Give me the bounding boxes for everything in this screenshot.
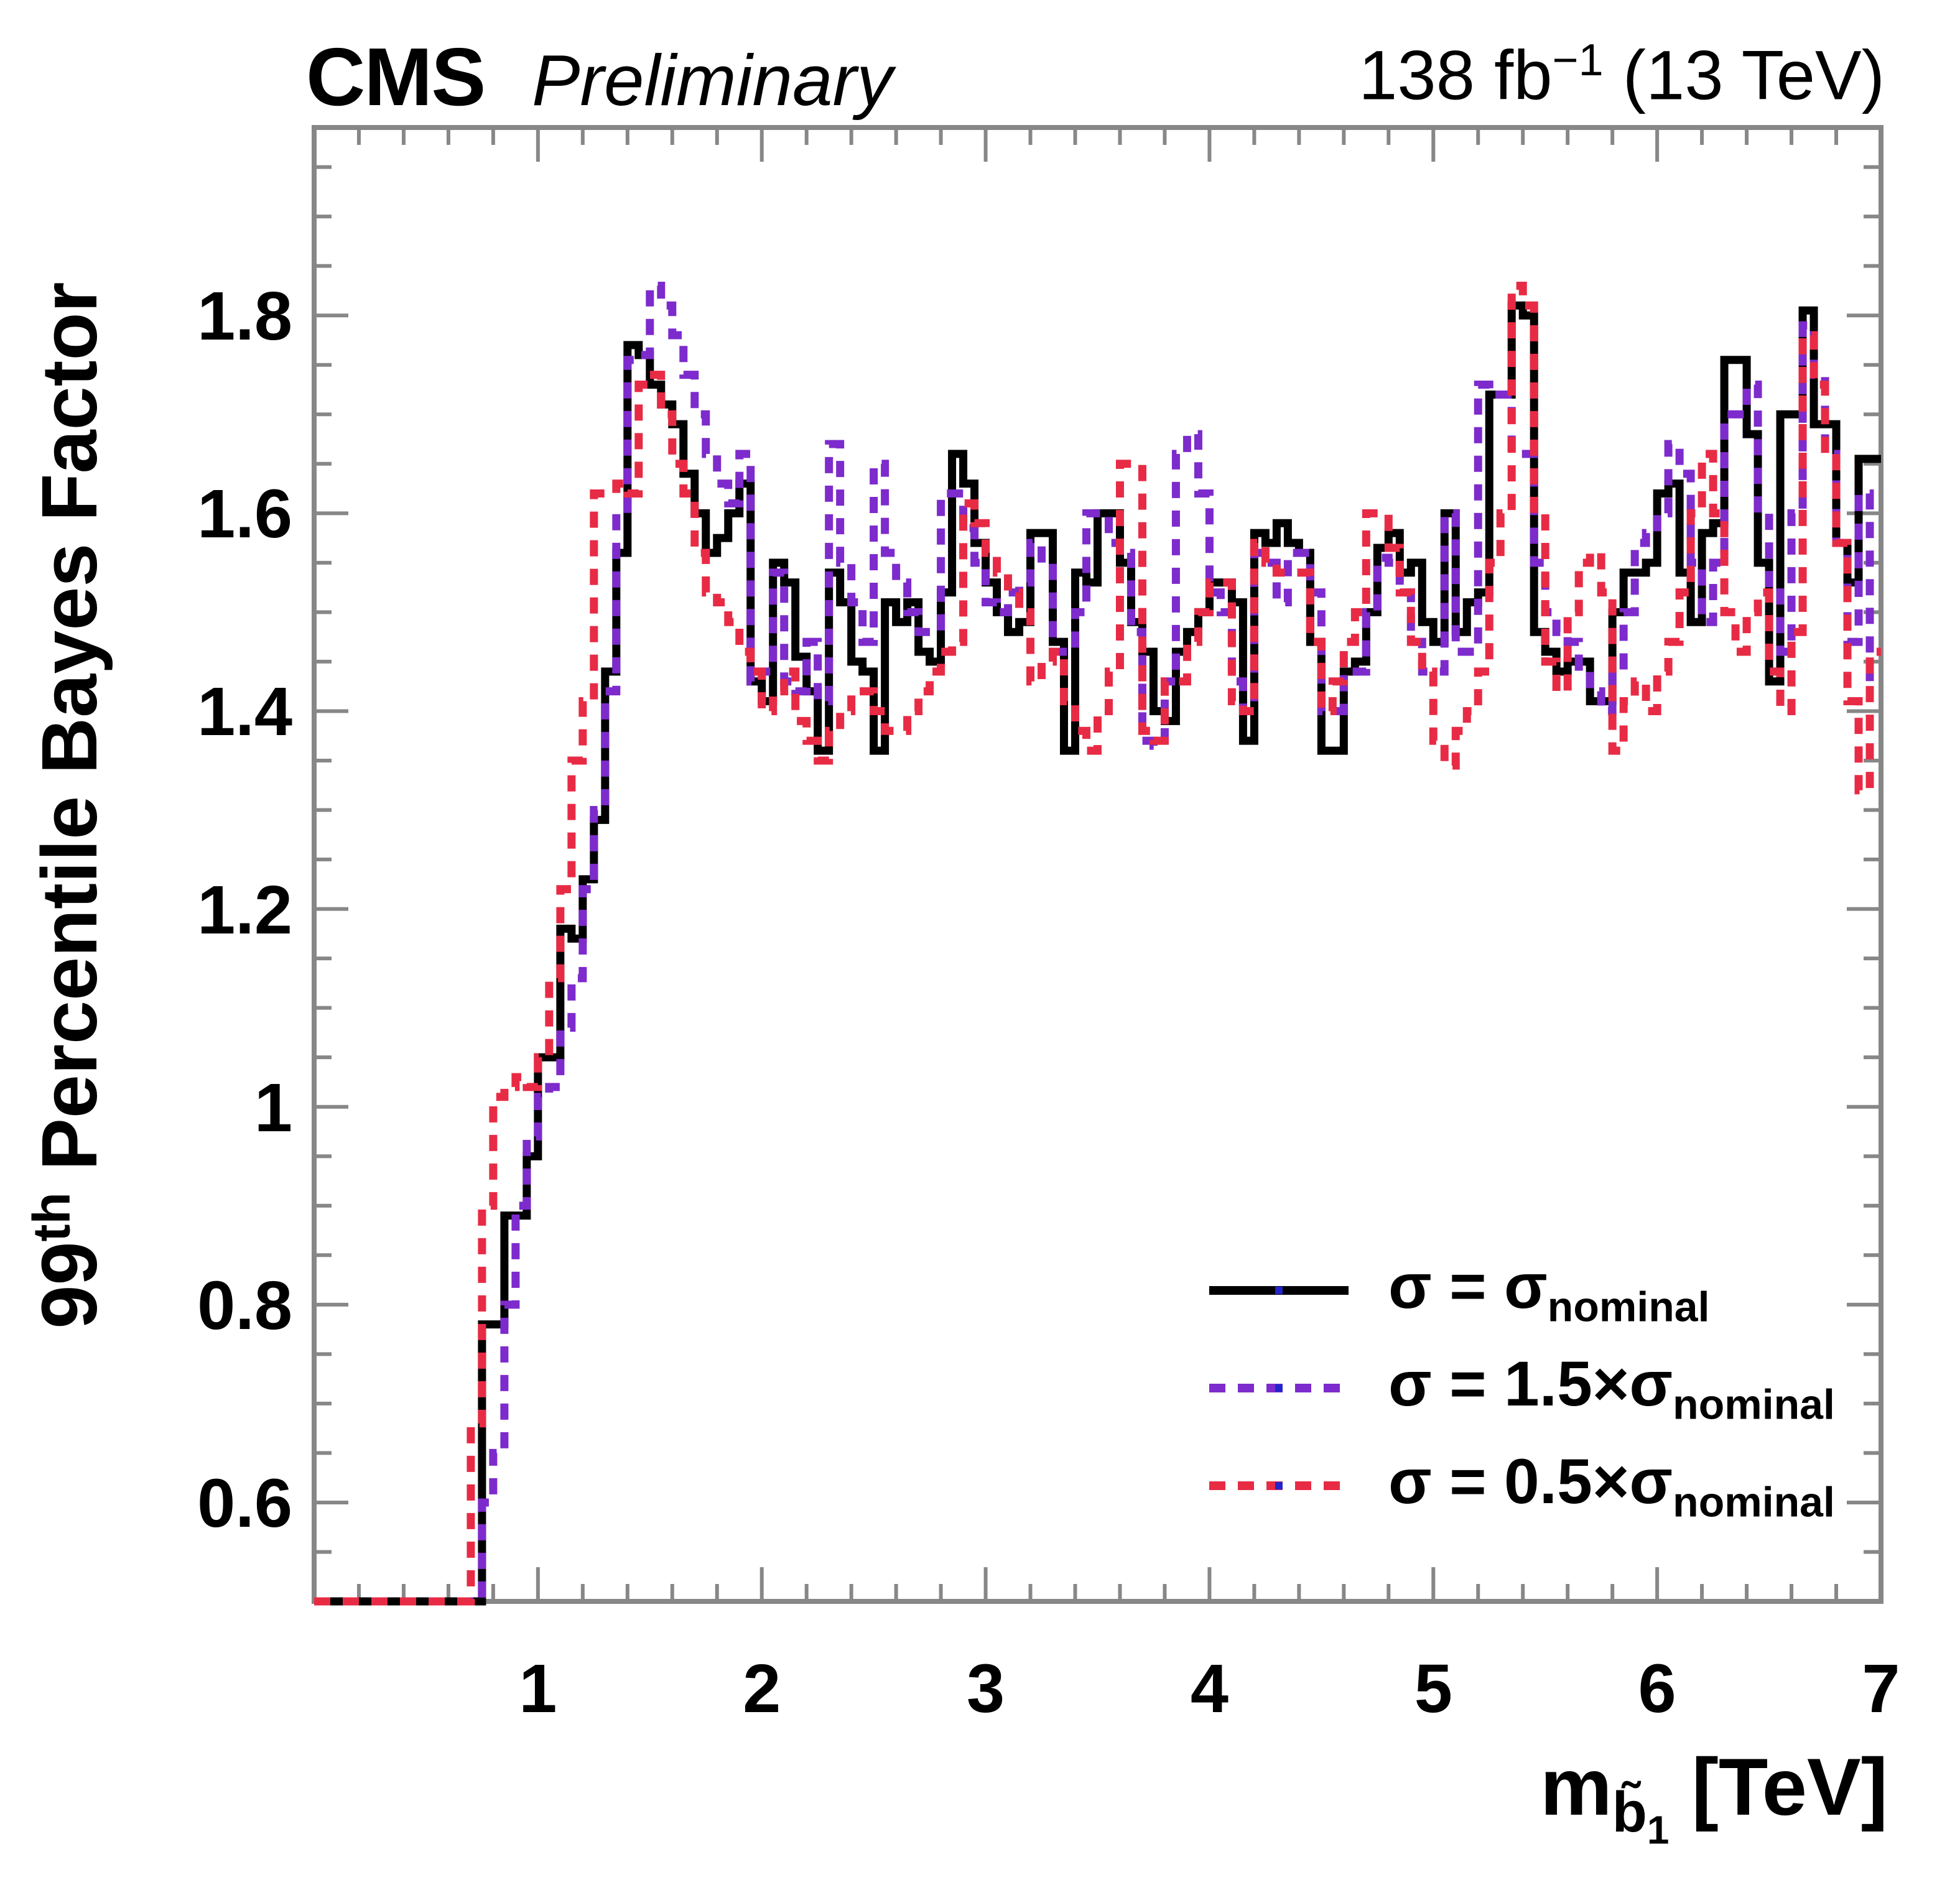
x-tick-label: 1 xyxy=(519,1651,557,1727)
x-tick-label: 3 xyxy=(966,1651,1005,1727)
x-axis-title: mb̃1 [TeV] xyxy=(1540,1740,1888,1853)
x-title-mass-symbol: m xyxy=(1540,1741,1612,1832)
plot-frame xyxy=(312,125,1883,1604)
luminosity-energy-label: 138 fb−1 (13 TeV) xyxy=(1359,35,1885,115)
y-tick-label: 0.8 xyxy=(197,1267,292,1344)
legend-marker-dot xyxy=(1275,1482,1283,1489)
y-tick-label: 1.4 xyxy=(197,674,292,751)
legend-label-nominal: σ = σnominal xyxy=(1388,1250,1710,1331)
lumi-energy: (13 TeV) xyxy=(1603,36,1885,114)
legend-entry-sigma_0p5: σ = 0.5×σnominal xyxy=(1208,1445,1835,1526)
y-title-ordinal: th xyxy=(22,1192,81,1242)
x-tick-label: 4 xyxy=(1190,1651,1229,1727)
x-tick-label: 5 xyxy=(1414,1651,1452,1727)
legend-entry-nominal: σ = σnominal xyxy=(1208,1250,1709,1331)
cms-logo-text: CMS xyxy=(306,31,486,123)
y-tick-label: 1.6 xyxy=(197,476,292,553)
legend-line-sigma_1p5 xyxy=(1209,1384,1349,1392)
x-tick-label: 2 xyxy=(743,1651,781,1727)
lumi-exponent: −1 xyxy=(1552,35,1604,85)
x-tick-label: 7 xyxy=(1862,1651,1900,1727)
preliminary-label: Preliminary xyxy=(532,40,893,121)
legend-marker-dot xyxy=(1275,1384,1283,1392)
curve-sigma-0-5-x-sigma-nominal xyxy=(314,281,1881,1606)
y-tick-label: 1.8 xyxy=(197,278,292,355)
curve-sigma-1-5-x-sigma-nominal xyxy=(314,281,1881,1606)
legend-entry-sigma_1p5: σ = 1.5×σnominal xyxy=(1208,1348,1835,1429)
legend-label-sigma_0p5: σ = 0.5×σnominal xyxy=(1388,1445,1835,1526)
legend-line-nominal xyxy=(1209,1286,1349,1295)
y-tick-label: 1 xyxy=(254,1069,292,1146)
legend-marker-dot xyxy=(1275,1287,1283,1294)
legend-label-sigma_1p5: σ = 1.5×σnominal xyxy=(1388,1348,1835,1429)
legend-line-sigma_0p5 xyxy=(1209,1481,1349,1490)
x-title-sbottom-subscript: b̃1 xyxy=(1612,1780,1670,1853)
x-tick-label: 6 xyxy=(1638,1651,1676,1727)
x-title-units: [TeV] xyxy=(1669,1741,1888,1832)
y-tick-label: 1.2 xyxy=(197,871,292,948)
lumi-value: 138 fb xyxy=(1359,36,1553,114)
y-tick-label: 0.6 xyxy=(197,1465,292,1542)
